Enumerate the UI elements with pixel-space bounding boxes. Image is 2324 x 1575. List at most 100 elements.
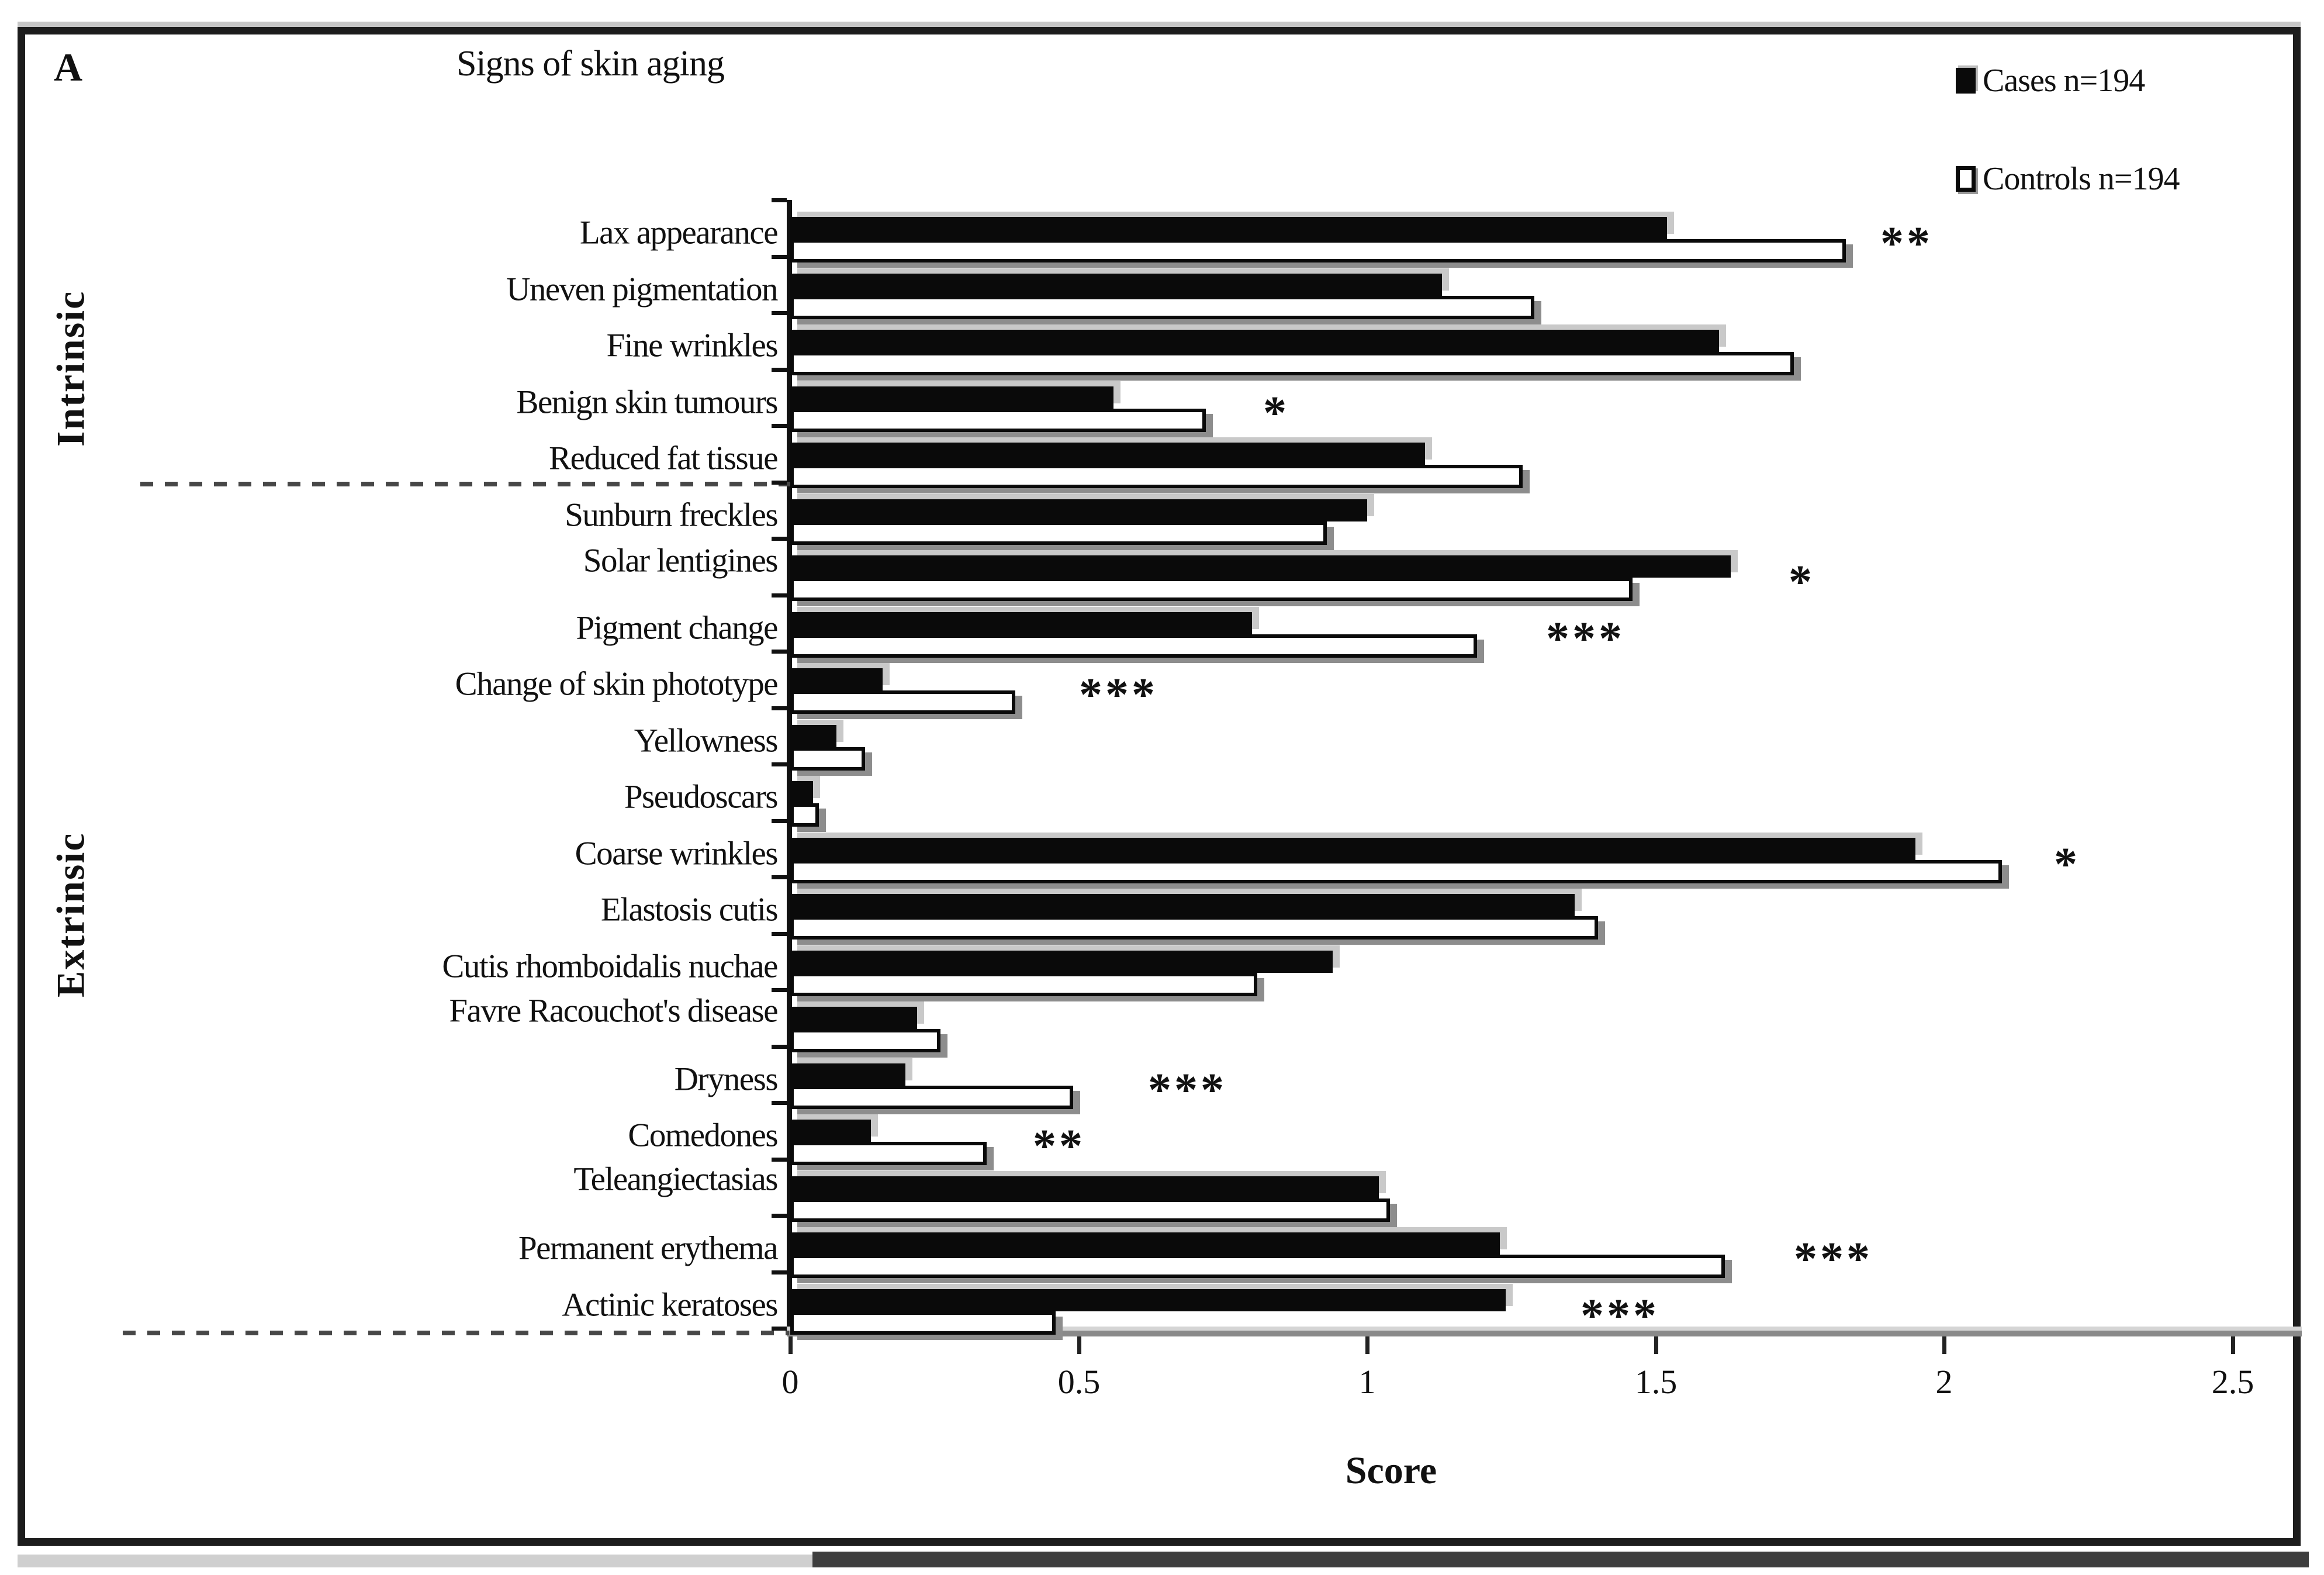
bar-cases-yellowness [790, 724, 836, 747]
y-tick-10 [772, 762, 787, 766]
bar-controls-actinic-keratoses [790, 1311, 1056, 1335]
y-tick-3 [772, 368, 787, 372]
bar-controls-benign-skin-tumours [790, 408, 1206, 432]
bar-cases-comedones [790, 1120, 871, 1142]
bar-cases-uneven-pigmentation [790, 273, 1442, 296]
y-tick-17 [772, 1158, 787, 1162]
group-separator-bottom [123, 1331, 789, 1335]
y-tick-2 [772, 311, 787, 315]
bar-cases-cutis-rhomboidalis-nuchae [790, 950, 1333, 973]
chart-frame [18, 27, 2301, 1546]
y-tick-15 [772, 1045, 787, 1049]
y-tick-20 [772, 1327, 787, 1331]
frame-shadow-light [18, 1555, 812, 1567]
bar-controls-dryness [790, 1085, 1073, 1109]
category-label-fine-wrinkles: Fine wrinkles [606, 327, 779, 364]
bar-cases-reduced-fat-tissue [790, 443, 1425, 465]
x-axis-line [787, 1331, 2302, 1336]
chart-title: Signs of skin aging [456, 44, 725, 84]
controls-swatch-icon [1956, 166, 1976, 192]
bar-controls-reduced-fat-tissue [790, 465, 1523, 488]
category-label-benign-skin-tumours: Benign skin tumours [516, 384, 778, 420]
bar-controls-lax-appearance [790, 239, 1846, 262]
category-label-pigment-change: Pigment change [576, 609, 778, 646]
bar-controls-comedones [790, 1142, 987, 1165]
bar-cases-benign-skin-tumours [790, 386, 1113, 409]
y-tick-8 [772, 650, 787, 654]
x-tick-0 [788, 1336, 793, 1354]
legend-label-controls: Controls n=194 [1983, 161, 2180, 197]
category-label-change-of-skin-phototype: Change of skin phototype [455, 665, 779, 703]
category-label-actinic-keratoses: Actinic keratoses [562, 1286, 778, 1323]
bar-controls-fine-wrinkles [790, 352, 1794, 375]
y-tick-14 [772, 988, 787, 992]
group-separator-intrinsic-extrinsic [140, 482, 790, 486]
bar-cases-actinic-keratoses [790, 1289, 1506, 1311]
bar-cases-coarse-wrinkles [790, 837, 1915, 860]
y-tick-5 [772, 481, 787, 485]
category-label-favre-racouchot-s-disease: Favre Racouchot's disease [449, 992, 778, 1030]
x-tick-label-0: 0 [781, 1363, 799, 1401]
bar-cases-pseudoscars [790, 781, 813, 803]
y-tick-7 [772, 593, 787, 597]
x-tick-2 [1942, 1336, 1946, 1354]
bar-cases-favre-racouchot-s-disease [790, 1007, 917, 1029]
bar-cases-sunburn-freckles [790, 499, 1367, 521]
y-tick-11 [772, 819, 787, 823]
bar-cases-pigment-change [790, 612, 1252, 634]
bar-controls-elastosis-cutis [790, 916, 1598, 940]
legend-label-cases: Cases n=194 [1983, 63, 2145, 99]
category-label-lax-appearance: Lax appearance [579, 214, 779, 251]
y-tick-1 [772, 255, 787, 259]
category-label-reduced-fat-tissue: Reduced fat tissue [549, 440, 778, 477]
x-axis-title: Score [1345, 1449, 1437, 1492]
bar-controls-pigment-change [790, 634, 1477, 658]
bar-controls-favre-racouchot-s-disease [790, 1029, 940, 1052]
y-tick-19 [772, 1270, 787, 1274]
category-label-comedones: Comedones [628, 1117, 778, 1154]
category-label-pseudoscars: Pseudoscars [624, 778, 779, 816]
bar-controls-sunburn-freckles [790, 521, 1327, 545]
category-label-coarse-wrinkles: Coarse wrinkles [575, 835, 779, 872]
category-label-solar-lentigines: Solar lentigines [583, 542, 779, 579]
bar-cases-teleangiectasias [790, 1176, 1379, 1198]
bar-controls-solar-lentigines [790, 578, 1633, 601]
y-tick-12 [772, 875, 787, 879]
y-tick-6 [772, 537, 787, 541]
x-tick-1 [1365, 1336, 1370, 1354]
y-axis-line [787, 200, 792, 1336]
y-tick-4 [772, 424, 787, 428]
category-label-sunburn-freckles: Sunburn freckles [565, 496, 778, 533]
legend-item-cases: Cases n=194 [1956, 62, 2145, 99]
bar-controls-cutis-rhomboidalis-nuchae [790, 972, 1257, 996]
category-label-dryness: Dryness [674, 1061, 779, 1097]
category-label-cutis-rhomboidalis-nuchae: Cutis rhomboidalis nuchae [442, 948, 778, 985]
category-label-uneven-pigmentation: Uneven pigmentation [506, 271, 778, 308]
bar-cases-permanent-erythema [790, 1232, 1500, 1255]
bar-controls-teleangiectasias [790, 1198, 1390, 1222]
y-tick-13 [772, 932, 787, 936]
frame-shadow-dark [812, 1552, 2309, 1567]
bar-cases-fine-wrinkles [790, 330, 1719, 352]
category-label-elastosis-cutis: Elastosis cutis [600, 891, 779, 928]
bar-cases-lax-appearance [790, 217, 1667, 239]
x-tick-label-2: 2 [1935, 1363, 1953, 1401]
x-tick-label-1: 1 [1358, 1363, 1376, 1401]
bar-cases-dryness [790, 1063, 905, 1086]
category-label-teleangiectasias: Teleangiectasias [573, 1160, 778, 1197]
x-tick-label-2.5: 2.5 [2211, 1363, 2254, 1401]
bar-controls-pseudoscars [790, 803, 819, 827]
y-tick-0 [772, 198, 787, 202]
y-tick-18 [772, 1214, 787, 1218]
x-tick-2.5 [2231, 1336, 2235, 1354]
bar-controls-change-of-skin-phototype [790, 690, 1015, 714]
bar-controls-permanent-erythema [790, 1255, 1725, 1278]
x-tick-label-0.5: 0.5 [1057, 1363, 1101, 1401]
bar-controls-coarse-wrinkles [790, 859, 2002, 883]
y-tick-9 [772, 706, 787, 710]
category-label-yellowness: Yellowness [634, 722, 779, 759]
x-tick-0.5 [1077, 1336, 1081, 1354]
bar-cases-solar-lentigines [790, 555, 1731, 578]
bar-cases-elastosis-cutis [790, 894, 1575, 916]
cases-swatch-icon [1956, 68, 1976, 94]
